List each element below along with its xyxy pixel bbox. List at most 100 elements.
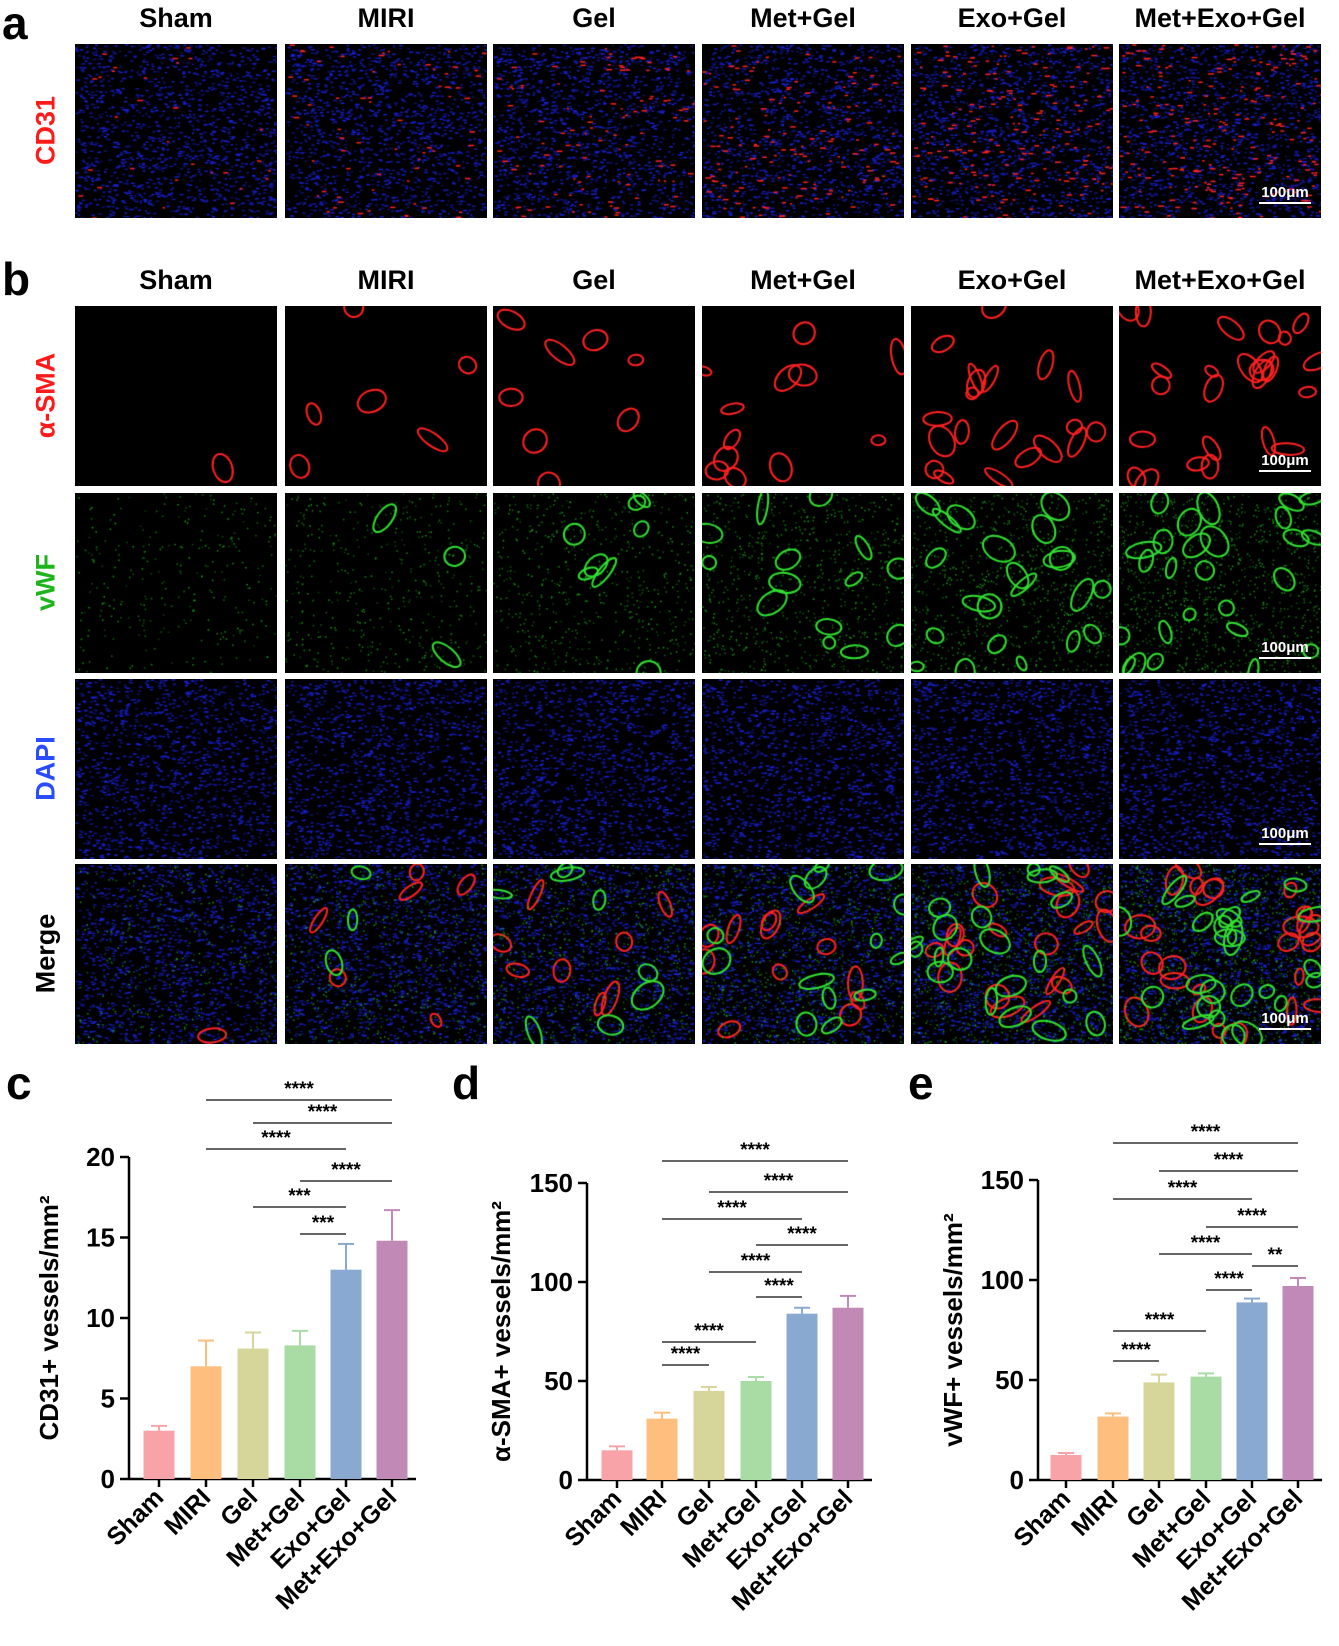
scale-bar-label: 100μm [1261, 1010, 1309, 1027]
panel-label-e: e [908, 1057, 934, 1109]
column-header-b: Met+Exo+Gel [1134, 265, 1306, 295]
x-tick-label: MIRI [159, 1483, 216, 1540]
merge-micrograph [911, 864, 1113, 1044]
cd31-micrograph [493, 44, 695, 218]
column-header-b: Exo+Gel [957, 265, 1067, 295]
column-header-a: Met+Gel [750, 3, 856, 33]
scale-bar-line [1259, 202, 1311, 204]
significance-label: **** [717, 1198, 747, 1219]
bar-Met+Gel [740, 1381, 772, 1480]
significance-label: **** [740, 1140, 770, 1161]
significance-label: **** [284, 1079, 314, 1100]
dapi-micrograph [1119, 679, 1321, 859]
significance-label: ** [1268, 1245, 1283, 1266]
sma-micrograph [285, 306, 487, 486]
column-header-b: MIRI [357, 265, 415, 295]
significance-label: **** [764, 1276, 794, 1297]
sma-micrograph [911, 306, 1113, 486]
y-tick-label: 0 [1010, 1465, 1024, 1495]
y-axis-label: α-SMA+ vessels/mm² [486, 1201, 516, 1462]
bar-Sham [143, 1430, 175, 1479]
panel-label-c: c [6, 1057, 32, 1109]
y-tick-label: 15 [86, 1223, 115, 1253]
scale-bar: 100μm [1259, 452, 1311, 472]
y-tick-label: 5 [101, 1384, 115, 1414]
sma-micrograph [75, 306, 277, 486]
significance-label: **** [764, 1171, 794, 1192]
scale-bar-line [1259, 1028, 1311, 1030]
sma-micrograph [493, 306, 695, 486]
significance-label: **** [1191, 1122, 1221, 1143]
column-header-b: Met+Gel [750, 265, 856, 295]
y-tick-label: 0 [101, 1464, 115, 1494]
scale-bar-label: 100μm [1261, 639, 1309, 656]
y-tick-label: 50 [544, 1366, 573, 1396]
column-header-b: Sham [139, 265, 213, 295]
vwf-micrograph [1119, 493, 1321, 673]
y-tick-label: 100 [530, 1267, 573, 1297]
significance-label: **** [261, 1128, 291, 1149]
bar-Exo+Gel [1236, 1302, 1268, 1480]
y-tick-label: 150 [530, 1168, 573, 1198]
significance-label: **** [1168, 1178, 1198, 1199]
panel-label-a: a [2, 0, 28, 49]
sma-micrograph [1119, 306, 1321, 486]
significance-label: **** [331, 1160, 361, 1181]
scale-bar: 100μm [1259, 825, 1311, 845]
significance-label: **** [741, 1251, 771, 1272]
panel-label-d: d [452, 1057, 481, 1109]
column-header-a: Exo+Gel [957, 3, 1067, 33]
vwf-micrograph [702, 493, 904, 673]
x-tick-label: MIRI [615, 1484, 672, 1541]
scale-bar-line [1259, 843, 1311, 845]
bar-Exo+Gel [330, 1269, 362, 1479]
merge-micrograph [1119, 864, 1321, 1044]
significance-label: *** [288, 1186, 311, 1207]
column-header-b: Gel [572, 265, 616, 295]
merge-micrograph [702, 864, 904, 1044]
y-tick-label: 50 [995, 1365, 1024, 1395]
cd31-micrograph [1119, 44, 1321, 218]
column-header-a: Met+Exo+Gel [1134, 3, 1306, 33]
vwf-micrograph [493, 493, 695, 673]
scale-bar-label: 100μm [1261, 184, 1309, 201]
significance-label: **** [787, 1224, 817, 1245]
dapi-micrograph [911, 679, 1113, 859]
dapi-micrograph [75, 679, 277, 859]
panel-label-b: b [2, 253, 31, 305]
y-tick-label: 150 [981, 1165, 1024, 1195]
bar-Gel [1143, 1382, 1175, 1480]
bar-Sham [601, 1450, 633, 1480]
merge-micrograph [75, 864, 277, 1044]
column-header-a: MIRI [357, 3, 415, 33]
scale-bar: 100μm [1259, 639, 1311, 659]
vwf-micrograph [285, 493, 487, 673]
y-tick-label: 10 [86, 1303, 115, 1333]
bar-Met+Exo+Gel [832, 1307, 864, 1480]
vwf-micrograph [75, 493, 277, 673]
significance-label: **** [1121, 1340, 1151, 1361]
significance-label: **** [1214, 1150, 1244, 1171]
y-tick-label: 0 [559, 1465, 573, 1495]
bar-Met+Gel [1190, 1376, 1222, 1480]
scale-bar-line [1259, 657, 1311, 659]
cd31-micrograph [702, 44, 904, 218]
x-tick-label: MIRI [1066, 1484, 1123, 1541]
dapi-micrograph [285, 679, 487, 859]
y-axis-label: CD31+ vessels/mm² [34, 1195, 64, 1440]
bar-Met+Exo+Gel [376, 1240, 408, 1479]
y-tick-label: 100 [981, 1265, 1024, 1295]
significance-label: *** [312, 1213, 335, 1234]
bar-Gel [693, 1390, 725, 1480]
bar-MIRI [646, 1418, 678, 1480]
significance-label: **** [1145, 1310, 1175, 1331]
bar-Exo+Gel [786, 1313, 818, 1480]
vwf-micrograph [911, 493, 1113, 673]
bar-Gel [237, 1348, 269, 1479]
y-tick-label: 20 [86, 1142, 115, 1172]
merge-micrograph [285, 864, 487, 1044]
scale-bar-label: 100μm [1261, 452, 1309, 469]
cd31-micrograph [285, 44, 487, 218]
